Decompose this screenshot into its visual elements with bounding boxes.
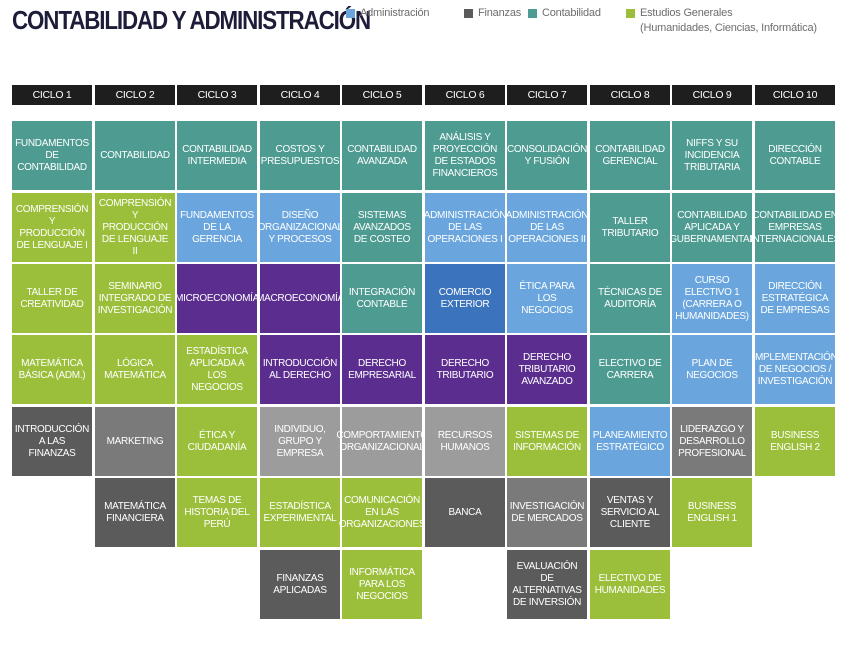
course-niffs-incidencia-tributaria: NIFFS y su incidencia tributaria xyxy=(672,121,752,190)
course-estadistica-experimental: Estadística experimental xyxy=(260,478,340,547)
course-integracion-contable: Integración contable xyxy=(342,264,422,333)
course-introduccion-a-las-finanzas: Introducción a las finanzas xyxy=(12,407,92,476)
cycle-header-1: CICLO 1 xyxy=(12,85,92,105)
cycle-header-10: CICLO 10 xyxy=(755,85,835,105)
course-informatica-negocios: Informática para los negocios xyxy=(342,550,422,619)
course-curso-electivo-1: Curso electivo 1 (carrera o humanidades) xyxy=(672,264,752,333)
course-seminario-integrado: Seminario integrado de investigación xyxy=(95,264,175,333)
course-macroeconomia: Macroeconomía xyxy=(256,264,344,333)
course-introduccion-al-derecho: Introducción al derecho xyxy=(260,335,340,404)
course-banca: Banca xyxy=(425,478,505,547)
course-analisis-estados-financieros: Análisis y proyección de estados financi… xyxy=(425,121,505,190)
page-title: CONTABILIDAD Y ADMINISTRACIÓN xyxy=(12,5,371,35)
cycle-header-5: CICLO 5 xyxy=(342,85,422,105)
course-taller-tributario: Taller tributario xyxy=(590,193,670,262)
course-comunicacion-organizaciones: Comunicación en las organizaciones xyxy=(339,478,425,547)
legend-administracion: Administración xyxy=(346,6,430,21)
course-derecho-tributario-avanzado: Derecho tributario avanzado xyxy=(507,335,587,404)
course-diseno-organizacional: Diseño organizacional y procesos xyxy=(258,193,343,262)
course-implementacion-negocios: Implementación de negocios / investigaci… xyxy=(752,335,838,404)
course-derecho-tributario: Derecho tributario xyxy=(425,335,505,404)
legend-label-sub: (Humanidades, Ciencias, Informática) xyxy=(640,22,817,34)
legend-estudios-generales: Estudios Generales (Humanidades, Ciencia… xyxy=(626,6,817,36)
legend-label: Estudios Generales (Humanidades, Ciencia… xyxy=(640,6,817,36)
cycle-header-2: CICLO 2 xyxy=(95,85,175,105)
course-direccion-estrategica: Dirección estratégica de empresas xyxy=(755,264,835,333)
course-comercio-exterior: Comercio exterior xyxy=(425,264,505,333)
course-microeconomia: Microeconomía xyxy=(175,264,259,333)
course-recursos-humanos: Recursos humanos xyxy=(425,407,505,476)
course-administracion-operaciones-1: Administración de las operaciones I xyxy=(424,193,507,262)
course-electivo-de-humanidades: Electivo de humanidades xyxy=(590,550,670,619)
cycle-header-7: CICLO 7 xyxy=(507,85,587,105)
legend-swatch-icon xyxy=(528,9,537,18)
course-contabilidad-aplicada: Contabilidad aplicada y gubernamental xyxy=(669,193,755,262)
course-etica-y-ciudadania: Ética y ciudadanía xyxy=(177,407,257,476)
cycle-header-4: CICLO 4 xyxy=(260,85,340,105)
legend-swatch-icon xyxy=(626,9,635,18)
course-marketing: Marketing xyxy=(95,407,175,476)
legend-swatch-icon xyxy=(346,9,355,18)
course-ventas-y-servicio: Ventas y servicio al cliente xyxy=(590,478,670,547)
course-contabilidad-avanzada: Contabilidad avanzada xyxy=(342,121,422,190)
course-evaluacion-alternativas-inversion: Evaluación de alternativas de inversión xyxy=(507,550,587,619)
course-electivo-de-carrera: Electivo de carrera xyxy=(590,335,670,404)
course-consolidacion-y-fusion: Consolidación y fusión xyxy=(507,121,587,190)
legend-label: Contabilidad xyxy=(542,7,601,19)
course-etica-para-los-negocios: Ética para los negocios xyxy=(507,264,587,333)
course-sistemas-avanzados-de-costeo: Sistemas avanzados de costeo xyxy=(342,193,422,262)
course-individuo-grupo-empresa: Individuo, grupo y empresa xyxy=(260,407,340,476)
course-fundamentos-de-la-gerencia: Fundamentos de la gerencia xyxy=(177,193,257,262)
course-estadistica-aplicada: Estadística aplicada a los negocios xyxy=(177,335,257,404)
course-matematica-basica: Matemática básica (Adm.) xyxy=(12,335,92,404)
course-comportamiento-organizacional: Comportamiento organizacional xyxy=(336,407,428,476)
course-comprension-lenguaje-1: Comprensión y producción de lenguaje I xyxy=(12,193,92,262)
course-business-english-1: Business English 1 xyxy=(672,478,752,547)
legend-label: Finanzas xyxy=(478,7,522,19)
legend-contabilidad: Contabilidad xyxy=(528,6,601,21)
course-business-english-2: Business English 2 xyxy=(755,407,835,476)
course-derecho-empresarial: Derecho empresarial xyxy=(342,335,422,404)
course-temas-de-historia: Temas de historia del Perú xyxy=(177,478,257,547)
legend-label-main: Estudios Generales xyxy=(640,7,733,19)
legend-label: Administración xyxy=(360,7,430,19)
course-plan-de-negocios: Plan de negocios xyxy=(672,335,752,404)
course-administracion-operaciones-2: Administración de las operaciones II xyxy=(506,193,589,262)
cycle-header-8: CICLO 8 xyxy=(590,85,670,105)
course-taller-de-creatividad: Taller de creatividad xyxy=(12,264,92,333)
course-costos-y-presupuestos: Costos y presupuestos xyxy=(260,121,340,190)
course-sistemas-de-informacion: Sistemas de información xyxy=(507,407,587,476)
course-liderazgo-desarrollo: Liderazgo y desarrollo profesional xyxy=(672,407,752,476)
course-contabilidad: Contabilidad xyxy=(95,121,175,190)
cycle-header-9: CICLO 9 xyxy=(672,85,752,105)
cycle-header-6: CICLO 6 xyxy=(425,85,505,105)
legend-swatch-icon xyxy=(464,9,473,18)
course-logica-matematica: Lógica matemática xyxy=(95,335,175,404)
course-matematica-financiera: Matemática financiera xyxy=(95,478,175,547)
course-finanzas-aplicadas: Finanzas aplicadas xyxy=(260,550,340,619)
course-tecnicas-de-auditoria: Técnicas de auditoría xyxy=(590,264,670,333)
course-comprension-lenguaje-2: Comprensión y producción de lenguaje II xyxy=(95,193,175,262)
course-investigacion-de-mercados: Investigación de mercados xyxy=(507,478,587,547)
course-contabilidad-empresas-internacionales: Contabilidad en empresas internacionales xyxy=(750,193,840,262)
course-contabilidad-gerencial: Contabilidad gerencial xyxy=(590,121,670,190)
course-contabilidad-intermedia: Contabilidad intermedia xyxy=(177,121,257,190)
cycle-header-3: CICLO 3 xyxy=(177,85,257,105)
course-fundamentos-de-contabilidad: Fundamentos de contabilidad xyxy=(12,121,92,190)
course-planeamiento-estrategico: Planeamiento estratégico xyxy=(590,407,670,476)
legend-finanzas: Finanzas xyxy=(464,6,521,21)
course-direccion-contable: Dirección contable xyxy=(755,121,835,190)
